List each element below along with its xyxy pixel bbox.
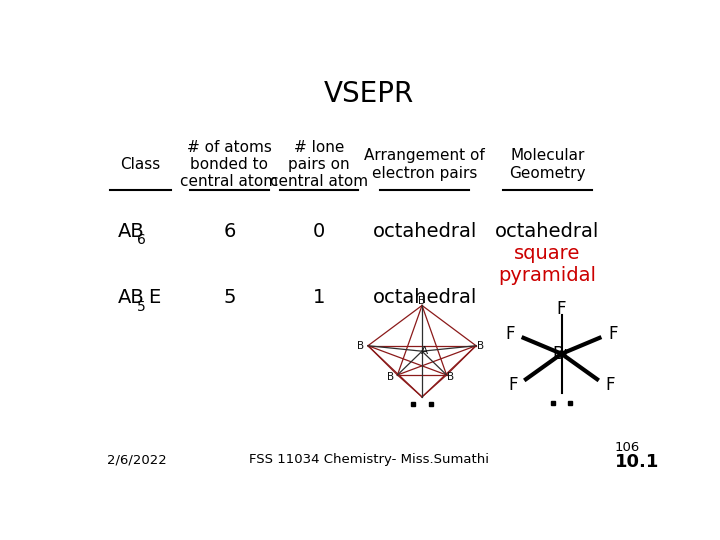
Text: octahedral: octahedral bbox=[373, 288, 477, 307]
Text: # of atoms
bonded to
central atom: # of atoms bonded to central atom bbox=[181, 140, 279, 190]
Text: octahedral: octahedral bbox=[373, 221, 477, 241]
Text: FSS 11034 Chemistry- Miss.Sumathi: FSS 11034 Chemistry- Miss.Sumathi bbox=[249, 453, 489, 467]
Text: F: F bbox=[557, 300, 566, 318]
Text: Arrangement of
electron pairs: Arrangement of electron pairs bbox=[364, 148, 485, 181]
Text: 10.1: 10.1 bbox=[615, 453, 659, 471]
Text: 5: 5 bbox=[223, 288, 235, 307]
Text: B: B bbox=[418, 296, 426, 306]
Text: B: B bbox=[387, 372, 394, 382]
Text: 5: 5 bbox=[138, 300, 146, 314]
Text: 6: 6 bbox=[223, 221, 235, 241]
Text: B: B bbox=[446, 372, 454, 382]
Text: AB: AB bbox=[118, 288, 145, 307]
Text: B: B bbox=[477, 341, 484, 350]
Text: octahedral: octahedral bbox=[495, 221, 600, 241]
Text: F: F bbox=[505, 325, 515, 343]
Text: F: F bbox=[606, 375, 615, 394]
Text: E: E bbox=[148, 288, 161, 307]
Text: Br: Br bbox=[552, 345, 571, 363]
Text: A: A bbox=[421, 346, 428, 356]
Text: B: B bbox=[357, 341, 364, 350]
Text: # lone
pairs on
central atom: # lone pairs on central atom bbox=[270, 140, 368, 190]
Text: 6: 6 bbox=[138, 233, 146, 247]
Text: 0: 0 bbox=[312, 221, 325, 241]
Text: 1: 1 bbox=[312, 288, 325, 307]
Text: Molecular
Geometry: Molecular Geometry bbox=[509, 148, 586, 181]
Text: Class: Class bbox=[120, 157, 161, 172]
Text: 2/6/2022: 2/6/2022 bbox=[107, 453, 166, 467]
Text: F: F bbox=[508, 375, 518, 394]
Text: 106: 106 bbox=[615, 441, 640, 454]
Text: AB: AB bbox=[118, 221, 145, 241]
Text: VSEPR: VSEPR bbox=[324, 80, 414, 108]
Text: F: F bbox=[608, 325, 618, 343]
Text: square
pyramidal: square pyramidal bbox=[498, 244, 597, 285]
